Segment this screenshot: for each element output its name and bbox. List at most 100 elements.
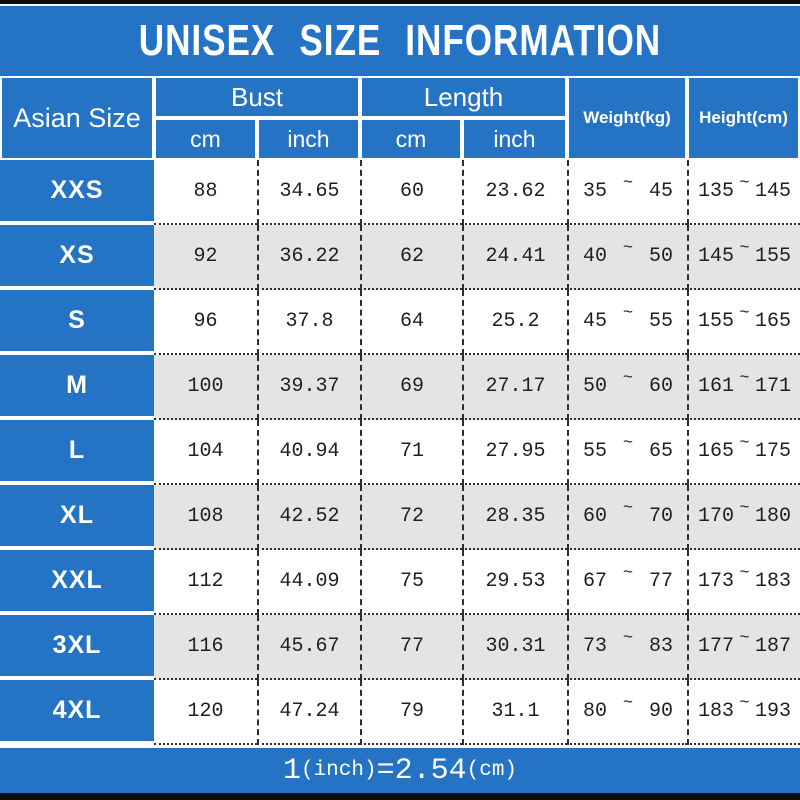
bust-cm-cell: 104 [154, 420, 257, 485]
bust-inch-cell: 37.8 [257, 290, 360, 355]
header-cell-weight: Weight(kg) [567, 76, 687, 160]
height-max: 187 [754, 635, 791, 658]
weight-min: 73 [583, 635, 608, 658]
tilde: ~ [739, 434, 750, 453]
height-max: 180 [754, 505, 791, 528]
height-min: 165 [698, 440, 735, 463]
tilde: ~ [739, 564, 750, 583]
header-subcell-length-cm: cm [360, 118, 462, 160]
conversion-note-value: 1 [282, 753, 301, 788]
table-row: XXL 112 44.09 75 29.53 67 ~77 173 ~183 [0, 550, 800, 615]
tilde: ~ [739, 499, 750, 518]
bust-cm-cell: 92 [154, 225, 257, 290]
table-row: XS 92 36.22 62 24.41 40 ~50 145 ~155 [0, 225, 800, 290]
table-row: S 96 37.8 64 25.2 45 ~55 155 ~165 [0, 290, 800, 355]
height-range-cell: 155 ~165 [687, 290, 800, 355]
height-min: 173 [698, 570, 735, 593]
table-row: L 104 40.94 71 27.95 55 ~65 165 ~175 [0, 420, 800, 485]
tilde: ~ [739, 694, 750, 713]
weight-max: 45 [648, 180, 673, 203]
height-range-cell: 170 ~180 [687, 485, 800, 550]
height-max: 155 [754, 245, 791, 268]
length-cm-cell: 69 [360, 355, 462, 420]
tilde: ~ [622, 239, 634, 258]
height-max: 193 [754, 700, 791, 723]
weight-max: 55 [648, 310, 673, 333]
height-range-cell: 161 ~171 [687, 355, 800, 420]
header-cell-length: Length [360, 76, 567, 118]
bust-inch-cell: 42.52 [257, 485, 360, 550]
length-cm-cell: 72 [360, 485, 462, 550]
tilde: ~ [739, 174, 750, 193]
header-subcell-bust-inch: inch [257, 118, 360, 160]
size-cell: L [0, 420, 154, 485]
height-max: 171 [754, 375, 791, 398]
weight-range-cell: 50 ~60 [567, 355, 687, 420]
length-inch-cell: 29.53 [462, 550, 567, 615]
weight-range-cell: 35 ~45 [567, 160, 687, 225]
weight-min: 67 [583, 570, 608, 593]
weight-range-cell: 60 ~70 [567, 485, 687, 550]
weight-min: 45 [583, 310, 608, 333]
header-subcell-length-inch: inch [462, 118, 567, 160]
weight-min: 40 [583, 245, 608, 268]
weight-range-cell: 67 ~77 [567, 550, 687, 615]
weight-max: 83 [648, 635, 673, 658]
header-subcell-bust-cm: cm [154, 118, 257, 160]
tilde: ~ [739, 239, 750, 258]
tilde: ~ [622, 694, 634, 713]
weight-range-cell: 73 ~83 [567, 615, 687, 680]
weight-range-cell: 55 ~65 [567, 420, 687, 485]
header-cell-asian-size: Asian Size [0, 76, 154, 160]
bust-cm-cell: 116 [154, 615, 257, 680]
bust-cm-cell: 108 [154, 485, 257, 550]
weight-max: 77 [648, 570, 673, 593]
conversion-note-value: 2.54 [394, 753, 467, 788]
tilde: ~ [739, 369, 750, 388]
height-max: 175 [754, 440, 791, 463]
bust-cm-cell: 96 [154, 290, 257, 355]
size-cell: XXL [0, 550, 154, 615]
conversion-note-unit: (cm) [466, 759, 518, 782]
tilde: ~ [622, 304, 634, 323]
size-cell: XXS [0, 160, 154, 225]
bust-inch-cell: 40.94 [257, 420, 360, 485]
weight-max: 60 [648, 375, 673, 398]
tilde: ~ [622, 499, 634, 518]
length-inch-cell: 27.17 [462, 355, 567, 420]
bust-cm-cell: 120 [154, 680, 257, 745]
table-header: Asian Size Bust Length Weight(kg) Height… [0, 76, 800, 160]
weight-min: 55 [583, 440, 608, 463]
conversion-note-unit: (inch) [300, 759, 377, 782]
weight-min: 35 [583, 180, 608, 203]
weight-min: 60 [583, 505, 608, 528]
size-cell: 4XL [0, 680, 154, 745]
tilde: ~ [622, 564, 634, 583]
tilde: ~ [622, 629, 634, 648]
size-cell: M [0, 355, 154, 420]
length-cm-cell: 75 [360, 550, 462, 615]
tilde: ~ [622, 369, 634, 388]
tilde: ~ [622, 434, 634, 453]
weight-range-cell: 80 ~90 [567, 680, 687, 745]
length-cm-cell: 64 [360, 290, 462, 355]
tilde: ~ [739, 304, 750, 323]
weight-max: 70 [648, 505, 673, 528]
table-row: 3XL 116 45.67 77 30.31 73 ~83 177 ~187 [0, 615, 800, 680]
header-cell-height: Height(cm) [687, 76, 800, 160]
page-title: UNISEX SIZE INFORMATION [138, 16, 662, 65]
length-inch-cell: 31.1 [462, 680, 567, 745]
bust-cm-cell: 88 [154, 160, 257, 225]
height-min: 183 [698, 700, 735, 723]
length-inch-cell: 25.2 [462, 290, 567, 355]
bust-inch-cell: 39.37 [257, 355, 360, 420]
weight-max: 50 [648, 245, 673, 268]
height-min: 177 [698, 635, 735, 658]
height-range-cell: 173 ~183 [687, 550, 800, 615]
height-max: 145 [754, 180, 791, 203]
table-row: XL 108 42.52 72 28.35 60 ~70 170 ~180 [0, 485, 800, 550]
header-cell-bust: Bust [154, 76, 360, 118]
height-min: 170 [698, 505, 735, 528]
tilde: ~ [622, 174, 634, 193]
